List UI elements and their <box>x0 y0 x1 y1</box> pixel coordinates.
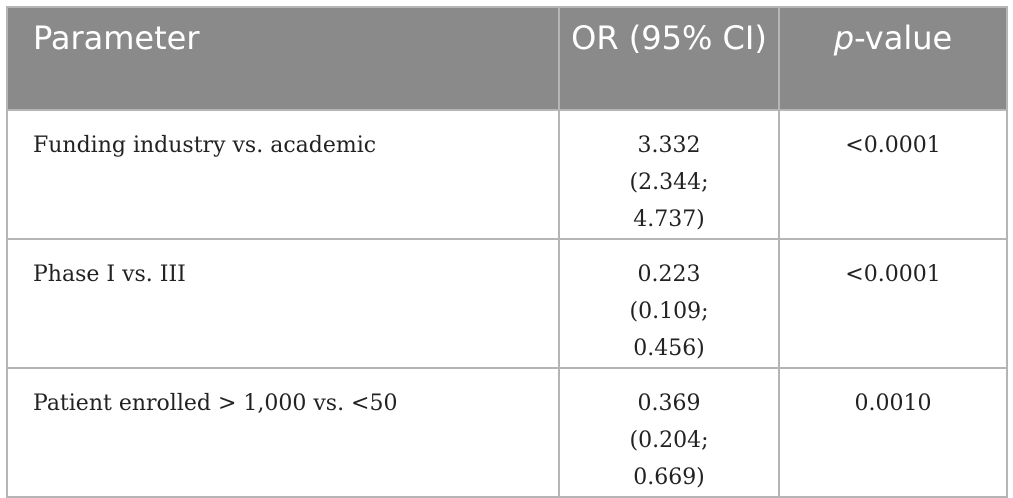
cell-odds-ratio: 3.332 (2.344; 4.737) <box>558 109 780 240</box>
header-p-italic: p <box>833 19 855 57</box>
table-row: Funding industry vs. academic 3.332 (2.3… <box>6 109 1008 240</box>
cell-odds-ratio: 0.369 (0.204; 0.669) <box>558 367 780 498</box>
table-row: Phase I vs. III 0.223 (0.109; 0.456) <0.… <box>6 238 1008 369</box>
cell-p-value: <0.0001 <box>778 109 1008 240</box>
header-odds-ratio: OR (95% CI) <box>558 6 780 111</box>
header-p-rest: -value <box>854 19 953 57</box>
header-p-value: p-value <box>778 6 1008 111</box>
header-parameter: Parameter <box>6 6 560 111</box>
cell-parameter: Phase I vs. III <box>6 238 560 369</box>
cell-parameter: Funding industry vs. academic <box>6 109 560 240</box>
cell-p-value: 0.0010 <box>778 367 1008 498</box>
table-header-row: Parameter OR (95% CI) p-value <box>6 6 1008 111</box>
cell-p-value: <0.0001 <box>778 238 1008 369</box>
table-row: Patient enrolled > 1,000 vs. <50 0.369 (… <box>6 367 1008 498</box>
results-table: Parameter OR (95% CI) p-value Funding in… <box>6 6 1008 498</box>
cell-odds-ratio: 0.223 (0.109; 0.456) <box>558 238 780 369</box>
results-table-container: Parameter OR (95% CI) p-value Funding in… <box>6 6 1008 498</box>
cell-parameter: Patient enrolled > 1,000 vs. <50 <box>6 367 560 498</box>
